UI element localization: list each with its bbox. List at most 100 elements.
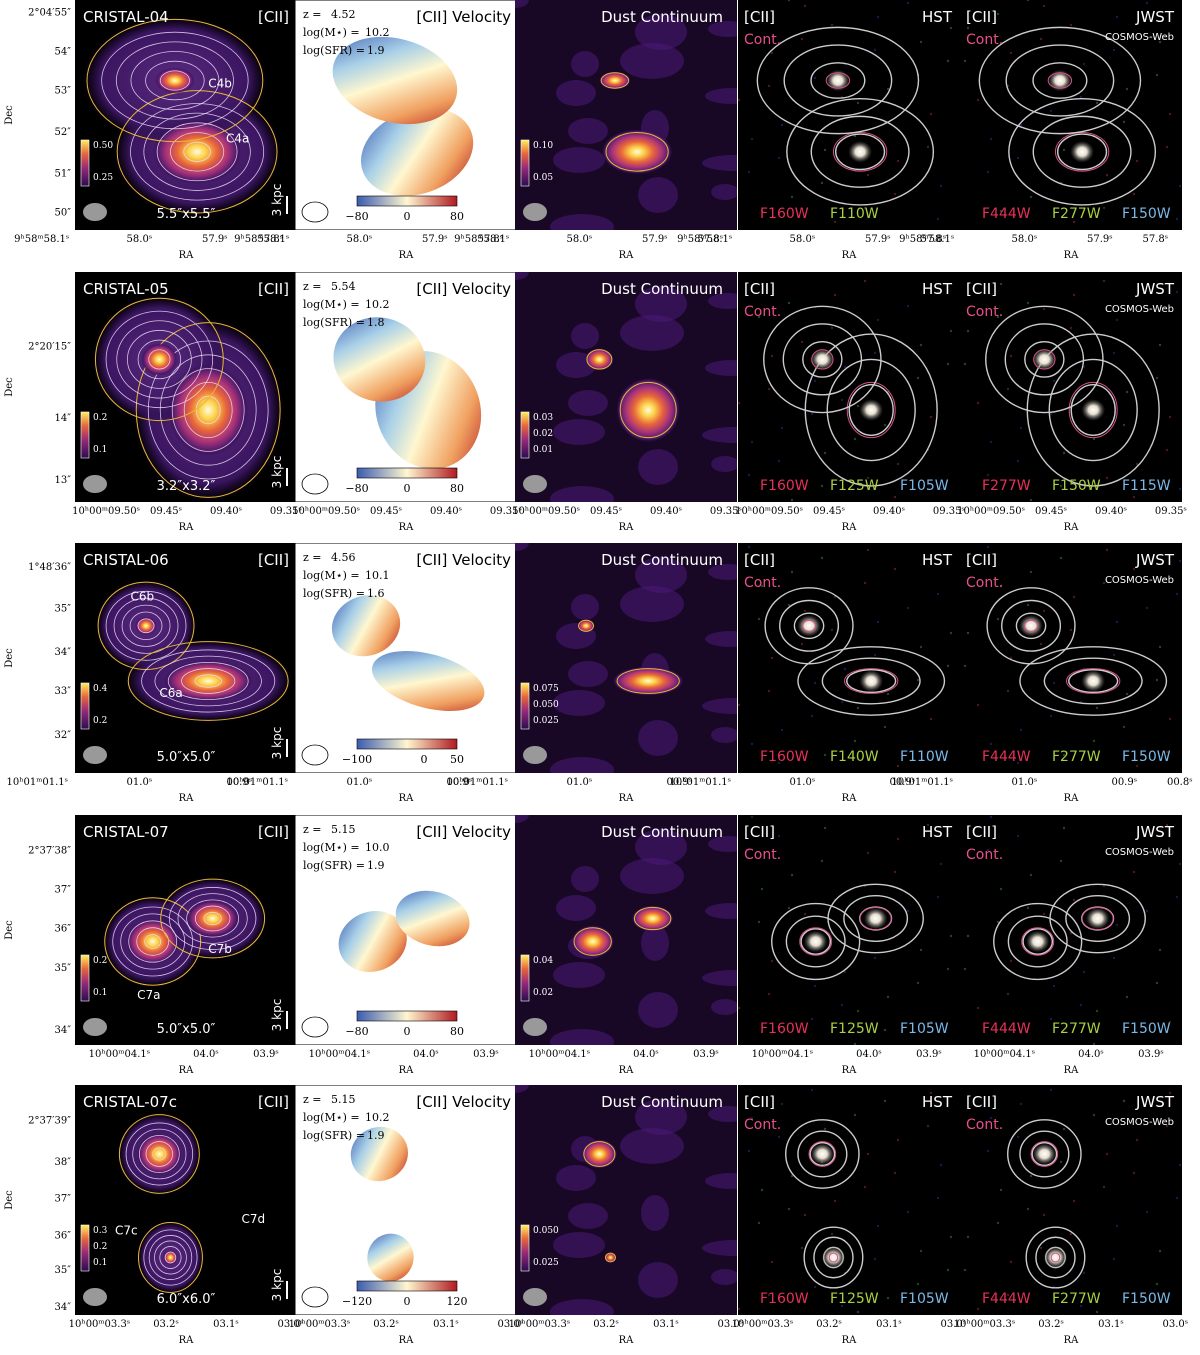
filter-label: F125W [830,1021,879,1037]
noise [823,451,827,455]
noise [711,999,737,1015]
noise [553,1232,605,1258]
filter-label: F150W [1122,1021,1171,1037]
noise [1168,1091,1172,1095]
panel-bg [515,0,737,230]
noise [1026,906,1030,910]
colorbar-tick: 0.4 [93,684,108,694]
noise [1016,156,1020,160]
dust-emission [599,71,631,90]
dec-tick-label: 51″ [55,169,72,180]
noise [999,584,1003,588]
ra-label: RA [619,793,635,804]
ra-tick-label: 10ʰ00ᵐ04.1ˢ [309,1049,371,1060]
velocity-field [367,1233,414,1282]
source [1032,348,1057,371]
noise [1019,123,1023,127]
ra-tick-label: 10ʰ00ᵐ03.3ˢ [509,1319,571,1330]
panel-bg [960,272,1182,502]
ra-tick-label: 03.1ˢ [653,1319,679,1330]
noise [711,727,737,743]
noise [702,427,737,443]
noise [770,959,774,963]
noise [986,170,990,174]
noise [916,678,920,682]
cii-contour [797,1130,848,1178]
ra-label: RA [1064,1065,1080,1076]
source [825,69,850,92]
noise [780,728,784,732]
cii-contour [1005,44,1115,117]
noise [1049,412,1053,416]
survey-label: COSMOS-Web [1105,304,1174,315]
instrument-label: HST [922,551,953,569]
noise [553,690,605,716]
colorbar-tick: 0.3 [93,1226,108,1236]
ra-label: RA [399,250,415,261]
ra-tick-label: 00.9ˢ [446,777,472,788]
ra-tick-label: 09.40ˢ [210,506,242,517]
noise [853,1042,857,1045]
noise [708,293,737,309]
cii-contour [763,305,882,414]
contour [136,927,170,956]
ra-tick-label: 57.9ˢ [202,234,228,245]
colorbar-tick: 0.050 [533,700,559,710]
noise [893,1171,897,1175]
cont-contour [1021,927,1055,956]
line-label: [CII] [744,551,775,569]
ra-tick-label: 03.0ˢ [941,1319,967,1330]
beam [523,1288,547,1306]
noise [1009,1260,1013,1264]
noise [906,1,910,5]
noise [813,681,817,685]
size-label: 5.5″x5.5″ [157,207,216,222]
colorbar-tick: 0.1 [93,445,107,455]
noise [641,1195,669,1231]
ra-tick-label: 57.8ˢ [258,234,284,245]
cii-contour [834,133,886,171]
cont-contour [1054,131,1110,172]
colorbar [520,139,530,187]
noise [883,725,887,729]
dust-contour [586,349,613,370]
noise [813,76,817,80]
source [1019,614,1044,637]
cii-contour [809,1141,836,1167]
noise [820,484,824,488]
ra-tick-label: 09.45ˢ [813,506,845,517]
noise [1072,898,1076,902]
noise [820,556,824,560]
colorbar-tick: −100 [342,753,372,766]
noise [1039,642,1043,646]
noise [1069,326,1073,330]
noise [638,720,678,756]
noise [1042,609,1046,613]
line-label: [CII] [966,1093,997,1111]
noise [1105,548,1109,552]
noise [1009,354,1013,358]
noise [1062,1127,1066,1131]
ra-tick-label: 10ʰ00ᵐ03.3ˢ [289,1319,351,1330]
ra-tick-label: 04.0ˢ [193,1049,219,1060]
source [821,1246,846,1269]
noise [711,1269,737,1285]
noise [1095,1310,1099,1314]
noise [1122,725,1126,729]
cii-contour [1056,133,1108,171]
noise [1095,706,1099,710]
noise [999,282,1003,286]
cii-contour [800,928,832,955]
noise [896,837,900,841]
noise [1079,1304,1083,1308]
noise [568,390,608,416]
dust-contour [578,619,594,632]
instrument-label: HST [922,823,953,841]
noise [906,606,910,610]
contour [141,649,276,713]
colorbar-tick: −120 [342,1295,372,1308]
ra-label: RA [399,1065,415,1076]
sfr-label: log(SFR) = [303,1129,365,1142]
panel: Dust Continuum 0.050 0.025 [515,1085,737,1315]
